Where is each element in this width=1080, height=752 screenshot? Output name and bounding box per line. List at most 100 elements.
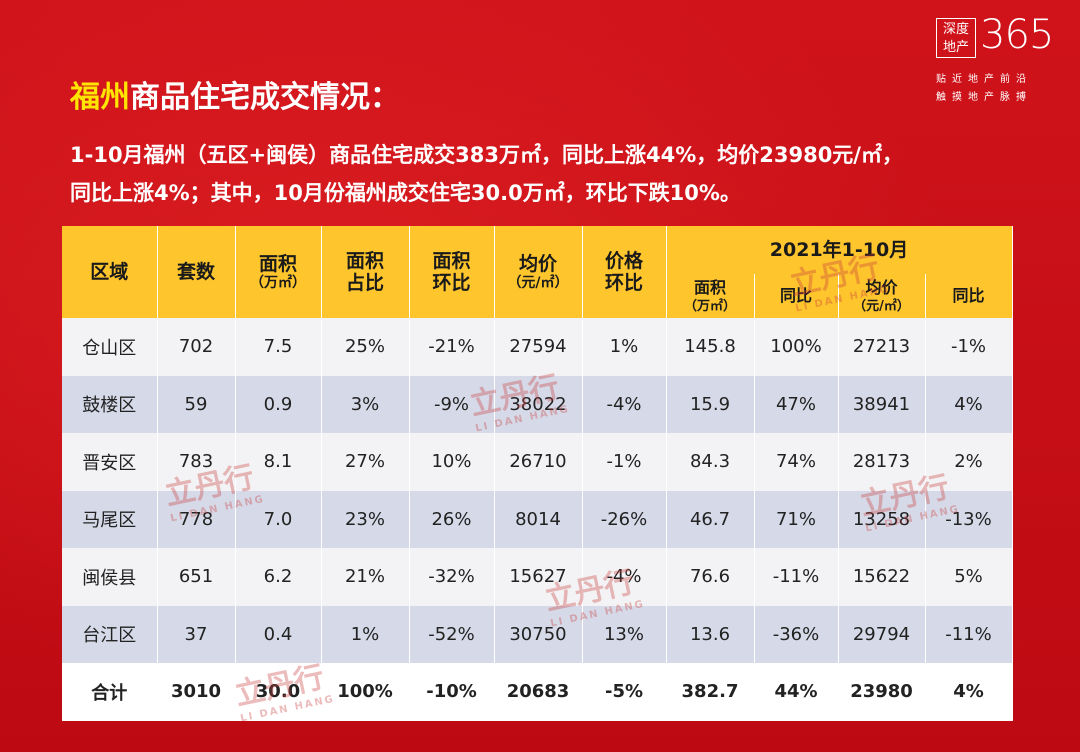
- table-cell: 44%: [754, 663, 839, 721]
- table-cell: 0.4: [235, 605, 322, 663]
- cell-region: 鼓楼区: [62, 375, 158, 433]
- cell-region: 合计: [62, 663, 158, 721]
- table-cell: 28173: [838, 433, 926, 491]
- cell-region: 台江区: [62, 605, 158, 663]
- table-cell: 71%: [754, 490, 839, 548]
- header-units: 套数: [157, 226, 236, 318]
- summary-text: 1-10月福州（五区+闽侯）商品住宅成交383万㎡，同比上涨44%，均价2398…: [70, 136, 1050, 212]
- table-cell: 74%: [754, 433, 839, 491]
- header-price-mom: 价格 环比: [582, 226, 667, 318]
- table-cell: -1%: [582, 433, 667, 491]
- cell-region: 晋安区: [62, 433, 158, 491]
- table-cell: 15.9: [666, 375, 755, 433]
- table-cell: 30.0: [235, 663, 322, 721]
- table-cell: 783: [157, 433, 236, 491]
- table-cell: 15622: [838, 548, 926, 606]
- table-cell: 8.1: [235, 433, 322, 491]
- table-cell: 2%: [925, 433, 1013, 491]
- table-cell: 23%: [321, 490, 410, 548]
- table-cell: -5%: [582, 663, 667, 721]
- cell-region: 闽侯县: [62, 548, 158, 606]
- table-cell: -4%: [582, 375, 667, 433]
- table-cell: 29794: [838, 605, 926, 663]
- header-ytd-price: 均价 （元/㎡）: [838, 274, 926, 318]
- table-cell: 46.7: [666, 490, 755, 548]
- table-cell: -13%: [925, 490, 1013, 548]
- cell-region: 马尾区: [62, 490, 158, 548]
- table-cell: -9%: [409, 375, 495, 433]
- table-cell: -52%: [409, 605, 495, 663]
- table-cell: 382.7: [666, 663, 755, 721]
- header-ytd-area-yoy: 同比: [754, 274, 839, 318]
- table-cell: 13258: [838, 490, 926, 548]
- table-cell: 38022: [494, 375, 583, 433]
- table-cell: 26710: [494, 433, 583, 491]
- table-cell: 13%: [582, 605, 667, 663]
- table-cell: 21%: [321, 548, 410, 606]
- table-cell: -10%: [409, 663, 495, 721]
- table-cell: 100%: [321, 663, 410, 721]
- logo-box: 深度地产: [936, 18, 976, 58]
- logo-tagline-1: 贴近地产前沿: [936, 74, 1032, 85]
- header-area-mom: 面积 环比: [409, 226, 495, 318]
- table-cell: 145.8: [666, 318, 755, 376]
- table-cell: 3010: [157, 663, 236, 721]
- table-cell: 59: [157, 375, 236, 433]
- logo-number: 365: [980, 12, 1054, 58]
- brand-logo: 深度地产 365 贴近地产前沿 触摸地产脉搏: [936, 12, 1066, 108]
- page-title: 福州商品住宅成交情况：: [70, 72, 400, 116]
- table-cell: 100%: [754, 318, 839, 376]
- table-cell: -21%: [409, 318, 495, 376]
- table-cell: 10%: [409, 433, 495, 491]
- table-cell: 1%: [582, 318, 667, 376]
- table-cell: 23980: [838, 663, 926, 721]
- header-ytd-area: 面积 （万㎡）: [666, 274, 755, 318]
- header-area: 面积 （万㎡）: [235, 226, 322, 318]
- title-rest: 商品住宅成交情况：: [130, 80, 400, 115]
- table-cell: 7.0: [235, 490, 322, 548]
- table-cell: -4%: [582, 548, 667, 606]
- summary-line-1: 1-10月福州（五区+闽侯）商品住宅成交383万㎡，同比上涨44%，均价2398…: [70, 143, 903, 167]
- table-cell: 27213: [838, 318, 926, 376]
- table-cell: 778: [157, 490, 236, 548]
- table-cell: 84.3: [666, 433, 755, 491]
- table-cell: -32%: [409, 548, 495, 606]
- table-cell: 47%: [754, 375, 839, 433]
- header-group-ytd: 2021年1-10月: [666, 226, 1013, 274]
- table-cell: 26%: [409, 490, 495, 548]
- table-cell: 3%: [321, 375, 410, 433]
- table-cell: 13.6: [666, 605, 755, 663]
- table-cell: 27594: [494, 318, 583, 376]
- table-cell: 702: [157, 318, 236, 376]
- header-ytd-price-yoy: 同比: [925, 274, 1013, 318]
- table-cell: -1%: [925, 318, 1013, 376]
- table-cell: 38941: [838, 375, 926, 433]
- table-cell: 5%: [925, 548, 1013, 606]
- table-cell: -11%: [925, 605, 1013, 663]
- summary-line-2: 同比上涨4%；其中，10月份福州成交住宅30.0万㎡，环比下跌10%。: [70, 181, 741, 205]
- table-row: 鼓楼区 59 0.9 3% -9% 38022 -4% 15.9 47% 38941 4%: [62, 375, 1013, 433]
- table-cell: -11%: [754, 548, 839, 606]
- table-cell: 651: [157, 548, 236, 606]
- table-cell: 15627: [494, 548, 583, 606]
- table-cell: 37: [157, 605, 236, 663]
- total-row: 合计 3010 30.0 100% -10% 20683 -5% 382.7 44% 23980 4…: [62, 663, 1013, 721]
- title-highlight: 福州: [70, 80, 130, 115]
- table-cell: 25%: [321, 318, 410, 376]
- table-cell: 6.2: [235, 548, 322, 606]
- table-row: 台江区 37 0.4 1% -52% 30750 13% 13.6 -36% 29794 -11%: [62, 605, 1013, 663]
- logo-tagline-2: 触摸地产脉搏: [936, 92, 1032, 103]
- table-cell: 27%: [321, 433, 410, 491]
- table-row: 马尾区 778 7.0 23% 26% 8014 -26% 46.7 71% 13258 -13%: [62, 490, 1013, 548]
- table-cell: 1%: [321, 605, 410, 663]
- table-cell: -36%: [754, 605, 839, 663]
- table-row: 闽侯县 651 6.2 21% -32% 15627 -4% 76.6 -11% 15622 5%: [62, 548, 1013, 606]
- sales-table: 区域 套数 面积 （万㎡） 面积 占比 面积 环比 均价 （元/㎡） 价格 环比 2021…: [62, 226, 1013, 721]
- table-row: 仓山区 702 7.5 25% -21% 27594 1% 145.8 100% 27213 -1%: [62, 318, 1013, 376]
- table-cell: -26%: [582, 490, 667, 548]
- table-cell: 20683: [494, 663, 583, 721]
- header-region: 区域: [62, 226, 158, 318]
- table-cell: 4%: [925, 375, 1013, 433]
- table-cell: 76.6: [666, 548, 755, 606]
- table-cell: 7.5: [235, 318, 322, 376]
